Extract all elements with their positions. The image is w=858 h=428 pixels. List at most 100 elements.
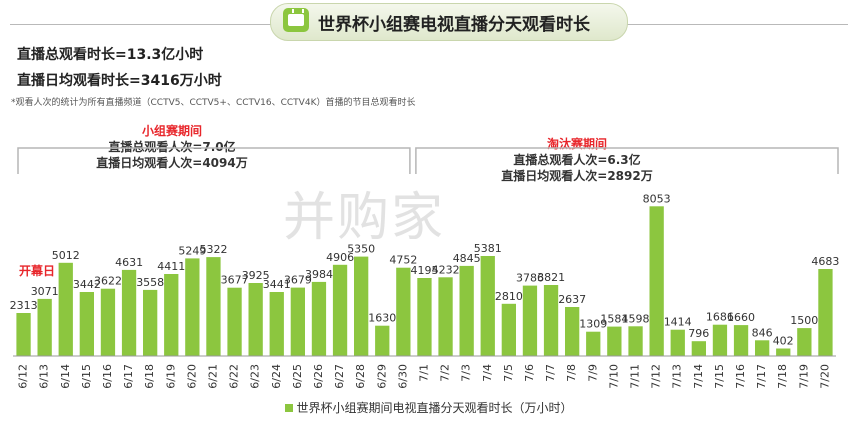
data-label-6/14: 5012: [52, 249, 80, 262]
legend: 世界杯小组赛期间电视直播分天观看时长（万小时）: [0, 399, 858, 416]
x-tick-7/5: 7/5: [502, 364, 515, 382]
x-tick-7/15: 7/15: [713, 364, 726, 389]
x-tick-6/28: 6/28: [354, 364, 367, 389]
bar-7/2: [438, 277, 453, 356]
x-tick-6/29: 6/29: [375, 364, 388, 389]
bar-7/10: [607, 326, 622, 356]
bar-6/17: [121, 269, 137, 356]
bar-7/4: [480, 256, 495, 356]
x-tick-6/13: 6/13: [38, 364, 51, 389]
x-tick-7/8: 7/8: [565, 364, 578, 382]
bar-7/7: [543, 285, 559, 356]
data-label-6/12: 2313: [10, 299, 38, 312]
x-tick-7/4: 7/4: [481, 364, 494, 382]
data-label-6/27: 4906: [326, 251, 354, 264]
data-label-7/13: 1414: [664, 316, 692, 329]
period-brackets: [17, 147, 839, 174]
x-tick-7/10: 7/10: [607, 364, 620, 389]
data-label-6/13: 3071: [31, 285, 59, 298]
bar-7/19: [797, 328, 812, 356]
x-tick-6/21: 6/21: [207, 364, 220, 389]
bar-6/29: [375, 325, 390, 356]
bar-6/26: [311, 281, 327, 356]
bar-6/19: [164, 274, 179, 356]
data-label-7/9: 1309: [579, 318, 607, 331]
data-label-7/8: 2637: [558, 293, 586, 306]
bar-6/16: [100, 288, 116, 356]
data-label-7/17: 846: [752, 326, 773, 339]
bar-7/18: [776, 348, 791, 356]
data-label-7/20: 4683: [811, 255, 839, 268]
x-tick-6/27: 6/27: [333, 364, 346, 389]
bar-7/17: [755, 340, 770, 356]
group-stage-daily: 直播日均观看人次=4094万: [96, 156, 248, 170]
legend-label: 世界杯小组赛期间电视直播分天观看时长（万小时）: [296, 401, 573, 415]
group-stage-title: 小组赛期间: [141, 124, 203, 138]
bar-6/25: [290, 287, 305, 356]
opening-day-label: 开幕日: [19, 264, 56, 278]
bar-7/11: [628, 326, 643, 356]
title-bar: 世界杯小组赛电视直播分天观看时长: [0, 0, 858, 44]
x-tick-6/17: 6/17: [122, 364, 135, 389]
bar-6/12: [16, 313, 31, 356]
data-label-7/6: 3786: [516, 272, 544, 285]
data-label-6/15: 3442: [73, 278, 101, 291]
knockout-stage-daily: 直播日均观看人次=2892万: [501, 169, 653, 183]
data-label-7/19: 1500: [790, 314, 818, 327]
data-label-7/14: 796: [688, 327, 709, 340]
data-label-7/10: 1584: [600, 313, 628, 326]
x-tick-6/23: 6/23: [249, 364, 262, 389]
x-tick-7/11: 7/11: [629, 364, 642, 389]
tv-icon: [283, 8, 309, 32]
data-label-6/18: 3558: [136, 276, 164, 289]
data-label-7/16: 1660: [727, 311, 755, 324]
x-tick-7/13: 7/13: [671, 364, 684, 389]
bar-6/27: [332, 264, 348, 356]
footnote: *观看人次的统计为所有直播频道（CCTV5、CCTV5+、CCTV16、CCTV…: [11, 98, 416, 108]
x-tick-6/18: 6/18: [143, 364, 156, 389]
bar-6/18: [143, 289, 158, 356]
data-label-6/30: 4752: [389, 254, 417, 267]
bar-7/16: [733, 325, 749, 356]
bar-series: [16, 206, 833, 356]
x-tick-6/15: 6/15: [80, 364, 93, 389]
data-label-7/18: 402: [773, 335, 794, 348]
x-tick-7/19: 7/19: [797, 364, 810, 389]
data-label-7/1: 4195: [411, 264, 439, 277]
x-tick-7/18: 7/18: [776, 364, 789, 389]
bar-6/28: [354, 256, 369, 356]
data-label-6/25: 3679: [284, 274, 312, 287]
summary-total-duration: 直播总观看时长=13.3亿小时: [17, 47, 204, 63]
bar-7/8: [565, 307, 580, 356]
x-tick-7/9: 7/9: [586, 364, 599, 382]
bar-7/3: [459, 265, 474, 356]
bar-6/30: [396, 267, 411, 356]
group-stage-bracket: [17, 147, 411, 174]
bar-6/24: [269, 292, 284, 356]
x-tick-7/17: 7/17: [755, 364, 768, 389]
x-tick-6/20: 6/20: [185, 364, 198, 389]
title-pill: [270, 3, 628, 41]
x-tick-6/19: 6/19: [164, 364, 177, 389]
bar-7/14: [691, 341, 706, 356]
x-tick-7/7: 7/7: [544, 364, 557, 382]
x-tick-7/16: 7/16: [734, 364, 747, 389]
x-tick-6/14: 6/14: [59, 364, 72, 389]
x-tick-7/12: 7/12: [650, 364, 663, 389]
x-tick-7/3: 7/3: [460, 364, 473, 382]
x-tick-7/2: 7/2: [439, 364, 452, 382]
x-tick-6/26: 6/26: [312, 364, 325, 389]
bar-7/13: [670, 329, 685, 356]
legend-swatch: [285, 404, 294, 412]
bar-6/22: [227, 287, 242, 356]
data-label-7/11: 1598: [622, 312, 650, 325]
data-label-7/15: 1686: [706, 311, 734, 324]
data-label-6/24: 3441: [263, 278, 291, 291]
data-label-7/5: 2810: [495, 290, 523, 303]
x-tick-6/30: 6/30: [396, 364, 409, 389]
summary-daily-duration: 直播日均观看时长=3416万小时: [17, 73, 222, 89]
knockout-stage-bracket: [415, 147, 839, 174]
bar-6/20: [185, 258, 200, 356]
data-label-6/23: 3925: [242, 269, 270, 282]
